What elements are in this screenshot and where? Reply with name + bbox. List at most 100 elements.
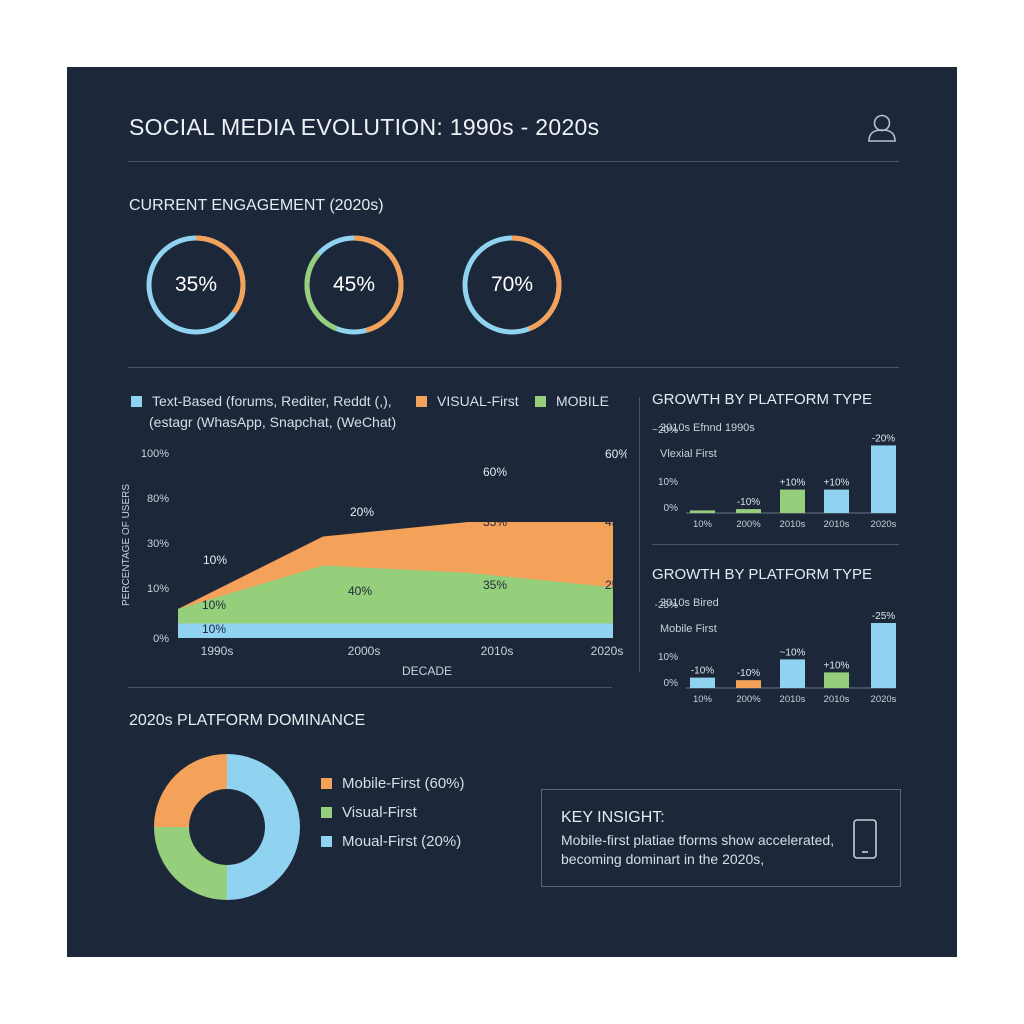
growth-chart-divider — [652, 544, 899, 545]
section-divider-1 — [128, 367, 899, 368]
area-y-tick: 0% — [153, 633, 169, 645]
growth-bar-label: -10% — [691, 666, 714, 677]
area-data-label: 10% — [202, 598, 226, 612]
area-chart: 0% 10% 30% 80% 100% PERCENTAGE OF USERS 1990s 2… — [121, 447, 627, 678]
growth-y-tick: 0% — [664, 678, 679, 689]
area-data-label: 40% — [348, 584, 372, 598]
dominance-donut — [154, 754, 300, 900]
growth-bar-label: ~10% — [780, 647, 806, 658]
area-series-mobile — [178, 565, 613, 638]
dominance-legend-1: Mobile-First (60%) — [321, 775, 465, 793]
page-title: SOCIAL MEDIA EVOLUTION: 1990s - 2020s — [129, 114, 600, 140]
engagement-ring-3-value: 70% — [490, 273, 534, 296]
area-x-axis-label: DECADE — [402, 664, 452, 678]
area-data-label: 10% — [202, 622, 226, 636]
donut-slice — [154, 754, 227, 827]
growth-bar — [871, 445, 896, 513]
area-series-text-based — [178, 623, 613, 638]
growth-y-tick: 0% — [664, 503, 679, 514]
engagement-ring-3: 70% — [460, 233, 564, 342]
dominance-title: 2020s PLATFORM DOMINANCE — [129, 712, 366, 729]
donut-slice — [227, 754, 300, 900]
area-data-label: 45% — [605, 515, 627, 529]
area-x-tick: 1990s — [201, 644, 234, 658]
key-insight-box: KEY INSIGHT: Mobile-first platiae tforms… — [541, 789, 901, 887]
area-y-tick: 100% — [141, 448, 169, 460]
growth-chart-1: GROWTH BY PLATFORM TYPE 2010s Efnnd 1990s… — [652, 391, 897, 530]
growth-x-tick: 2010s — [824, 694, 850, 705]
growth-bar — [736, 509, 761, 513]
growth-bar — [690, 510, 715, 513]
growth-bar-label: +10% — [824, 478, 850, 489]
dominance-legend-label-1: Mobile-First (60%) — [342, 775, 465, 792]
legend-label-visual-first: VISUAL-First — [437, 393, 519, 409]
header-divider — [128, 161, 899, 162]
area-y-tick: 10% — [147, 583, 169, 595]
area-data-label: 25% — [605, 578, 627, 592]
area-top-label: 10% — [203, 553, 227, 567]
area-top-label: 60% — [605, 447, 627, 461]
legend-text-based: Text-Based (forums, Rediter, Reddt (,), — [131, 393, 392, 411]
growth-x-tick: 2020s — [871, 519, 897, 530]
area-top-label: 20% — [350, 505, 374, 519]
growth-y-tick: -25% — [655, 600, 678, 611]
growth-bar — [824, 489, 849, 513]
growth-chart-legend-1: 2010s Efnnd 1990s — [660, 422, 755, 434]
engagement-ring-1: 35% — [144, 233, 248, 342]
growth-y-tick: 10% — [658, 477, 678, 488]
growth-chart-title: GROWTH BY PLATFORM TYPE — [652, 566, 872, 583]
key-insight-title: KEY INSIGHT: — [561, 809, 665, 826]
growth-chart-legend-2: Mobile First — [660, 623, 717, 635]
growth-bar — [824, 672, 849, 688]
dominance-legend-2: Visual-First — [321, 804, 417, 822]
growth-chart-legend-1: 2010s Bired — [660, 597, 719, 609]
engagement-ring-2: 45% — [302, 233, 406, 342]
growth-bar-label: +10% — [780, 478, 806, 489]
growth-bar-label: -25% — [872, 611, 895, 622]
growth-x-tick: 10% — [693, 519, 713, 530]
growth-bar — [780, 659, 805, 688]
legend-label-mobile: MOBILE — [556, 393, 609, 409]
area-x-tick: 2020s — [591, 644, 624, 658]
growth-bar — [690, 677, 715, 688]
growth-chart-legend-2: Vlexial First — [660, 448, 717, 460]
growth-x-tick: 2010s — [780, 519, 806, 530]
growth-y-tick: 10% — [658, 652, 678, 663]
key-insight-line-1: Mobile-first platiae tforms show acceler… — [561, 832, 835, 848]
smartphone-icon — [853, 819, 877, 859]
area-y-tick: 30% — [147, 538, 169, 550]
growth-bar — [736, 680, 761, 688]
growth-bar-label: -20% — [872, 433, 895, 444]
growth-y-tick: ~20% — [652, 425, 678, 436]
dominance-legend-swatch-1 — [321, 778, 332, 790]
area-x-tick: 2000s — [348, 644, 381, 658]
growth-bar — [871, 623, 896, 688]
growth-chart-2: GROWTH BY PLATFORM TYPE 2010s Bired Mobile… — [652, 566, 897, 705]
legend-mobile: MOBILE — [535, 393, 609, 411]
area-chart-bottom-divider — [128, 687, 612, 688]
legend-swatch-visual-first — [416, 396, 427, 408]
legend-second-line: (estagr (WhasApp, Snapchat, (WeChat) — [149, 414, 397, 430]
growth-bar-label: -10% — [737, 497, 760, 508]
growth-x-tick: 200% — [736, 694, 761, 705]
area-data-label: 35% — [483, 515, 507, 529]
area-y-tick: 80% — [147, 493, 169, 505]
dominance-legend-3: Moual-First (20%) — [321, 833, 461, 851]
growth-bar-label: +10% — [824, 660, 850, 671]
growth-bar-label: -10% — [737, 668, 760, 679]
user-icon[interactable] — [866, 111, 898, 143]
area-data-label: 35% — [483, 578, 507, 592]
area-x-tick: 2010s — [481, 644, 514, 658]
vertical-divider — [639, 397, 640, 672]
legend-swatch-mobile — [535, 396, 546, 408]
growth-x-tick: 200% — [736, 519, 761, 530]
growth-chart-title: GROWTH BY PLATFORM TYPE — [652, 391, 872, 408]
key-insight-line-2: becoming dominart in the 2020s, — [561, 851, 765, 867]
dominance-legend-swatch-3 — [321, 836, 332, 848]
growth-x-tick: 2020s — [871, 694, 897, 705]
dominance-legend-label-2: Visual-First — [342, 804, 417, 821]
dashboard-panel: SOCIAL MEDIA EVOLUTION: 1990s - 2020s CU… — [67, 67, 957, 957]
dominance-legend-label-3: Moual-First (20%) — [342, 833, 462, 850]
growth-bar — [780, 489, 805, 513]
engagement-ring-1-value: 35% — [174, 273, 218, 296]
